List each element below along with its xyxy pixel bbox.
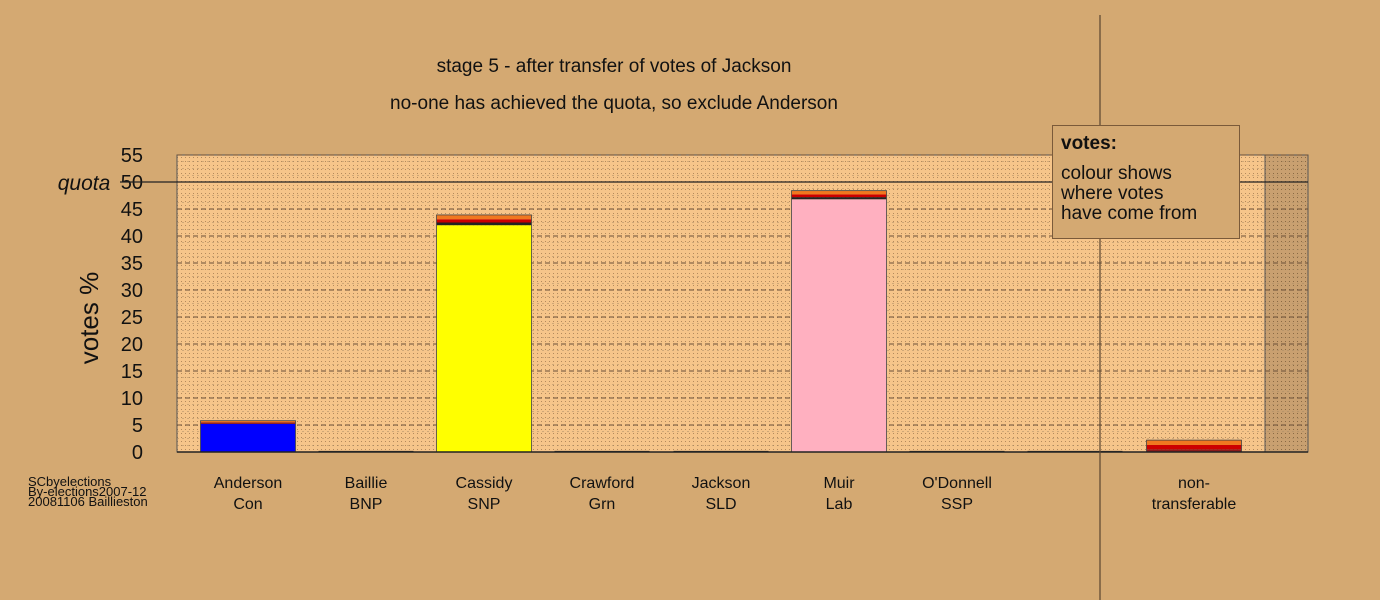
excluded-region bbox=[1264, 154, 1309, 453]
x-label-name: O'Donnell bbox=[922, 475, 992, 492]
x-axis-labels: Anderson Con Baillie BNP Cassidy SNP Crawford G… bbox=[214, 475, 1237, 513]
x-label-name: Jackson bbox=[692, 475, 751, 492]
chart-subtitle: no-one has achieved the quota, so exclud… bbox=[390, 93, 838, 114]
y-tick-label: 55 bbox=[121, 145, 143, 167]
x-label-party: Con bbox=[233, 496, 262, 513]
x-label-party: transferable bbox=[1152, 496, 1237, 513]
y-axis-label: votes % bbox=[74, 272, 104, 365]
x-label-name: Muir bbox=[823, 475, 855, 492]
x-label-name: Baillie bbox=[345, 475, 388, 492]
bar-segment bbox=[200, 423, 296, 452]
y-tick-label: 20 bbox=[121, 334, 143, 356]
x-label-party: Grn bbox=[589, 496, 616, 513]
legend-box: votes: colour shows where votes have com… bbox=[1052, 125, 1240, 239]
bar-segment bbox=[1146, 444, 1242, 450]
bar-segment bbox=[200, 422, 296, 424]
bar-segment bbox=[436, 214, 532, 220]
legend-line-2: where votes bbox=[1061, 183, 1164, 204]
x-label-party: SSP bbox=[941, 496, 973, 513]
x-label-party: Lab bbox=[826, 496, 853, 513]
bar-segment bbox=[200, 420, 296, 423]
x-label-name: Anderson bbox=[214, 475, 283, 492]
y-tick-label: 15 bbox=[121, 361, 143, 383]
credit-line-1: SCbyelections bbox=[28, 474, 112, 489]
y-tick-label: 35 bbox=[121, 253, 143, 275]
legend-title: votes: bbox=[1061, 133, 1117, 154]
bars bbox=[200, 190, 1242, 453]
credits: SCbyelections By-elections2007-12 200811… bbox=[28, 474, 148, 509]
credit-line-3: 20081106 Baillieston bbox=[28, 494, 148, 509]
bar-segment bbox=[436, 225, 532, 452]
x-label-name: Cassidy bbox=[456, 475, 513, 492]
y-tick-label: 25 bbox=[121, 307, 143, 329]
y-tick-label: 5 bbox=[132, 415, 143, 437]
bar-segment bbox=[436, 222, 532, 226]
bar-segment bbox=[1146, 449, 1242, 452]
y-tick-label: 40 bbox=[121, 226, 143, 248]
credit-line-2: By-elections2007-12 bbox=[28, 484, 147, 499]
x-label-party: SNP bbox=[468, 496, 501, 513]
chart-title: stage 5 - after transfer of votes of Jac… bbox=[437, 56, 792, 77]
x-label-party: SLD bbox=[705, 496, 736, 513]
legend-line-1: colour shows bbox=[1061, 163, 1172, 184]
x-label-name: Crawford bbox=[570, 475, 635, 492]
y-tick-label: 30 bbox=[121, 280, 143, 302]
y-axis-ticks: 0 5 10 15 20 25 30 35 40 45 50 55 bbox=[121, 145, 143, 464]
bar-segment bbox=[436, 219, 532, 223]
y-tick-label: 10 bbox=[121, 388, 143, 410]
x-label-party: BNP bbox=[350, 496, 383, 513]
y-tick-label: 50 bbox=[121, 172, 143, 194]
y-tick-label: 0 bbox=[132, 442, 143, 464]
bar-segment bbox=[791, 199, 887, 452]
y-tick-label: 45 bbox=[121, 199, 143, 221]
bar-segment bbox=[791, 194, 887, 198]
legend-line-3: have come from bbox=[1061, 203, 1198, 224]
bar-segment bbox=[791, 197, 887, 200]
bar-segment bbox=[1146, 440, 1242, 445]
quota-label: quota bbox=[58, 172, 111, 195]
bar-segment bbox=[791, 190, 887, 195]
x-label-name: non- bbox=[1178, 475, 1210, 492]
